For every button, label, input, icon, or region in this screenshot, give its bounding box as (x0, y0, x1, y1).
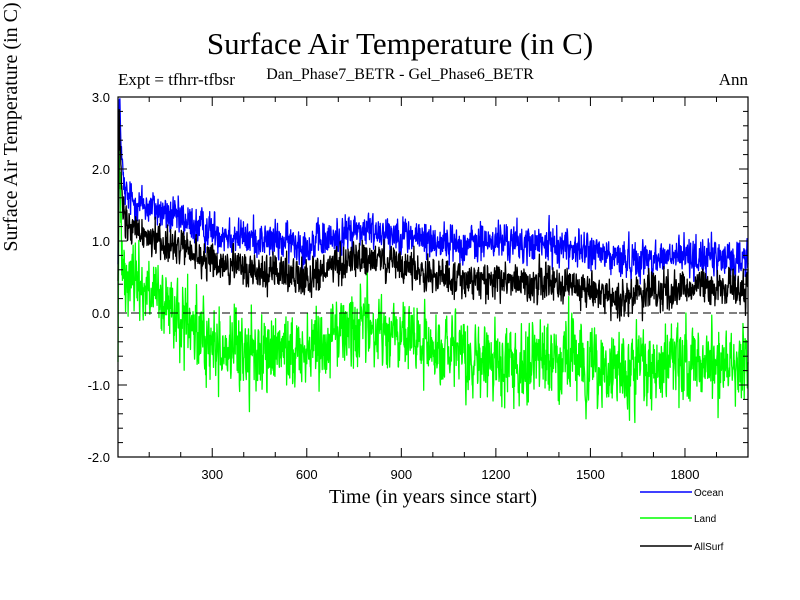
y-tick-label: 1.0 (92, 234, 110, 249)
legend-label-allsurf: AllSurf (694, 542, 724, 553)
x-tick-label: 900 (390, 467, 412, 482)
chart-title: Surface Air Temperature (in C) (206, 26, 594, 61)
chart-subtitle: Dan_Phase7_BETR - Gel_Phase6_BETR (266, 66, 534, 83)
season-label: Ann (718, 70, 748, 89)
y-tick-label: -2.0 (88, 450, 110, 465)
series-line-land (117, 147, 749, 424)
x-tick-label: 1800 (671, 467, 700, 482)
series-line-allsurf (117, 108, 749, 322)
y-tick-label: 0.0 (92, 306, 110, 321)
legend-label-ocean: Ocean (694, 488, 723, 499)
series-layer (117, 98, 749, 424)
x-axis-label: Time (in years since start) (328, 486, 538, 508)
x-tick-label: 300 (201, 467, 223, 482)
legend-label-land: Land (694, 514, 716, 525)
y-tick-label: 2.0 (92, 162, 110, 177)
x-tick-label: 1500 (576, 467, 605, 482)
y-tick-label: 3.0 (92, 90, 110, 105)
ticks-layer: 300 600 900 1200 1500 1800 -2.0 -1.0 0.0 1.0 2.0 3.… (88, 90, 748, 482)
x-tick-label: 1200 (481, 467, 510, 482)
expt-label: Expt = tfhrr-tfbsr (118, 70, 235, 89)
x-tick-label: 600 (296, 467, 318, 482)
series-line-ocean (117, 98, 749, 285)
legend: Ocean Land AllSurf (640, 488, 724, 553)
y-tick-label: -1.0 (88, 378, 110, 393)
